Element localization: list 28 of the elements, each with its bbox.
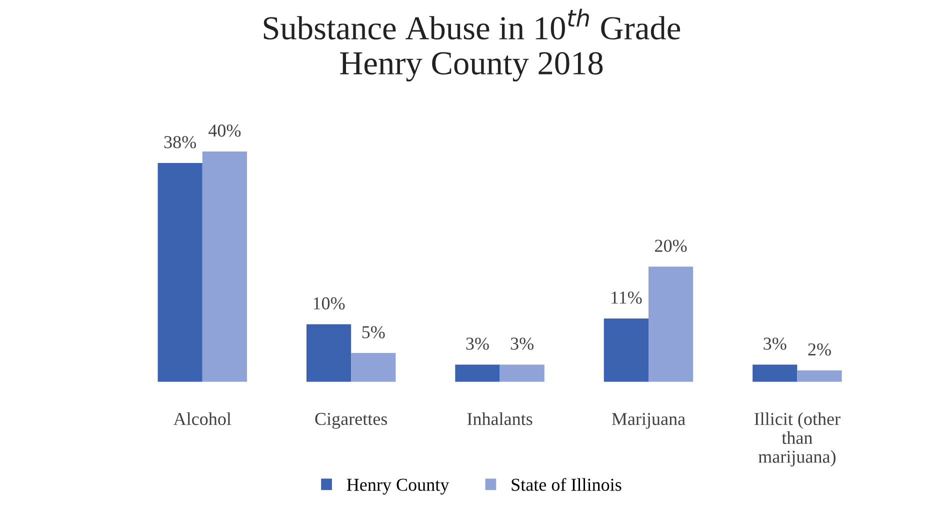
data-label: 3% [466,338,489,350]
bar [752,364,798,382]
data-label: 40% [208,124,241,137]
x-tick-label: Inhalants [467,412,532,426]
bar [306,324,352,382]
x-tick-label: Cigarettes [315,412,388,429]
data-label: 3% [510,338,534,350]
chart-title: Substance Abuse in 10$^{th}$ Grade Henry County 2018 [264,8,680,82]
data-label: 3% [764,338,786,350]
legend-label: Henry County [346,478,450,495]
x-tick-label: Marijuana [612,412,686,429]
bar [648,266,694,382]
data-label: 10% [314,297,345,310]
data-label: 38% [164,136,196,148]
x-tick-label: Illicit (other than marijuana) [754,412,840,467]
bar [351,353,396,382]
legend-label: State of Illinois [512,478,622,491]
bar [202,151,247,382]
data-label: 20% [655,240,687,252]
data-label: 2% [808,343,831,356]
data-label: 5% [362,326,385,338]
data-label: 11% [612,292,642,304]
bar [158,163,202,382]
x-tick-label: Alcohol [173,412,232,426]
bar [797,370,842,382]
bar [455,364,500,382]
bar [500,364,544,382]
bar [604,318,648,382]
